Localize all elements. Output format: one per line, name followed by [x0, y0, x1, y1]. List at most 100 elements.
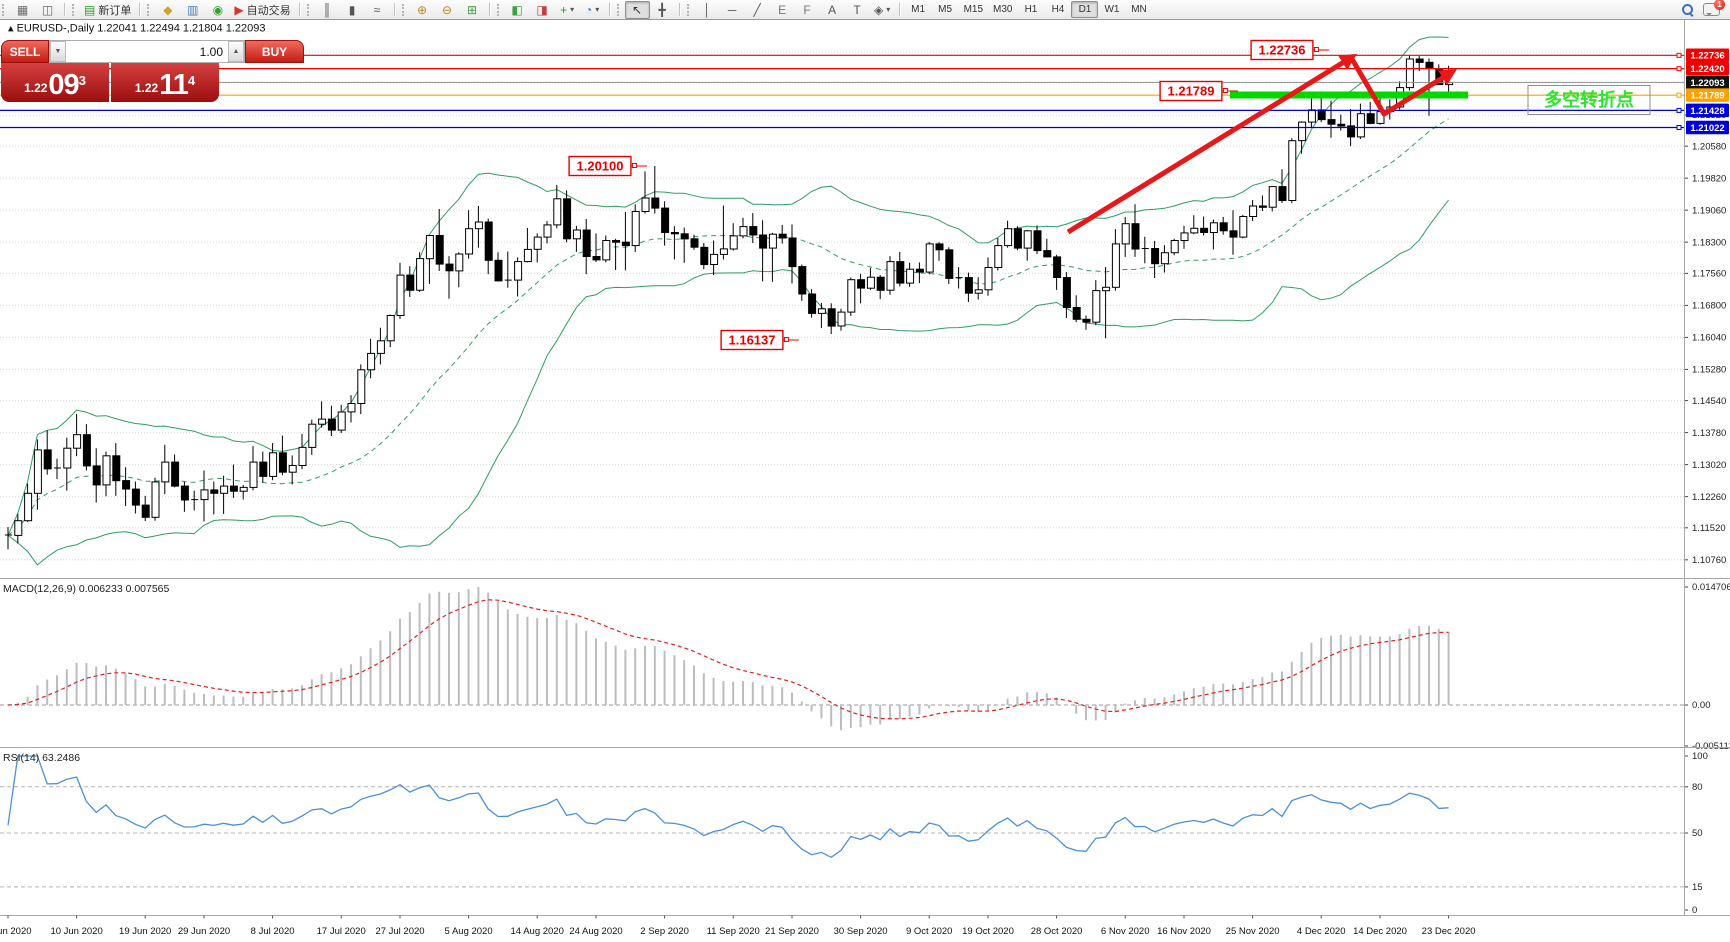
trendline-button[interactable]: ╱ — [745, 1, 770, 19]
new-order-button[interactable]: ▤ 新订单 — [80, 1, 135, 19]
toolbar-separator — [488, 3, 491, 16]
new-chart-icon[interactable]: ▦ — [10, 1, 35, 19]
timeframe-d1[interactable]: D1 — [1071, 1, 1099, 18]
svg-text:27 Jul 2020: 27 Jul 2020 — [375, 926, 424, 937]
vertical-line-glyph: │ — [703, 2, 711, 17]
cursor-button[interactable]: ↖ — [624, 0, 650, 19]
volume-input[interactable] — [66, 41, 228, 62]
horizontal-line-button[interactable]: ─ — [720, 1, 745, 19]
text-glyph: A — [828, 2, 837, 17]
crosshair-button[interactable]: ╋ — [650, 1, 675, 19]
eraser-icon[interactable]: ◆ — [155, 1, 180, 19]
grid-profile-button[interactable]: ◨ — [530, 1, 555, 19]
auto-trading-button[interactable]: ▶ 自动交易 — [230, 1, 294, 19]
toolbar-groups: ▦ ◫ ▤ 新订单 ◆ ▥ ◉ ▶ 自动交易 ║ ▮ ≈ ⊕ ⊖ ⊞ ◧ ◨ + ▾ ◔ ▾ ↖ ╋ │ ─ ╱ E F A T ◈ ▾ M1 M… — [0, 0, 1152, 19]
candlestick-chart-button[interactable]: ▮ — [340, 1, 365, 19]
price-label-annotation-1.16137[interactable]: 1.16137 — [720, 329, 799, 351]
profile-icon[interactable]: ▥ — [180, 1, 205, 19]
svg-text:1.20580: 1.20580 — [1692, 141, 1726, 152]
svg-text:8 Jul 2020: 8 Jul 2020 — [251, 926, 295, 937]
green-band-annotation[interactable] — [1230, 91, 1468, 99]
sell-price-prefix: 1.22 — [24, 80, 48, 95]
text-button[interactable]: A — [820, 1, 845, 19]
text-label-button[interactable]: T — [845, 1, 870, 19]
chat-icon[interactable]: 1 — [1703, 0, 1725, 16]
timeframe-m5[interactable]: M5 — [938, 4, 953, 15]
timeframe-mn[interactable]: MN — [1131, 4, 1147, 15]
toolbar-grip — [616, 3, 623, 16]
chart-zoom-window-icon[interactable]: ◫ — [35, 1, 60, 19]
toolbar-grip — [72, 3, 78, 16]
svg-text:14 Dec 2020: 14 Dec 2020 — [1353, 926, 1407, 937]
add-indicator-button[interactable]: + ▾ — [555, 1, 580, 19]
macd-label: MACD(12,26,9) 0.006233 0.007565 — [3, 583, 170, 595]
svg-text:28 Oct 2020: 28 Oct 2020 — [1031, 926, 1083, 937]
new-order-button-label: 新订单 — [98, 4, 132, 17]
trend-arrow-annotation-2[interactable] — [1349, 57, 1458, 117]
bollinger-upper — [7, 36, 1449, 536]
price-axis: 1.213201.205801.198201.190601.183001.175… — [1684, 110, 1726, 566]
one-click-trade-panel: SELL ▼ ▲ BUY 1.22 09 3 1.22 11 4 — [1, 40, 304, 102]
zoom-in-button[interactable]: ⊕ — [410, 1, 435, 19]
svg-text:1.16800: 1.16800 — [1692, 301, 1726, 312]
volume-increase-button[interactable]: ▲ — [228, 41, 244, 62]
svg-text:1.20100: 1.20100 — [577, 159, 624, 174]
shapes-button[interactable]: ◈ ▾ — [870, 1, 895, 19]
search-icon[interactable] — [1682, 4, 1694, 17]
auto-trading-glyph: ▶ — [234, 2, 244, 17]
svg-text:1.10760: 1.10760 — [1692, 555, 1726, 566]
buy-price-display[interactable]: 1.22 11 4 — [111, 63, 219, 102]
volume-decrease-button[interactable]: ▼ — [50, 41, 66, 62]
bollinger-lower — [7, 199, 1449, 566]
timeframe-m15[interactable]: M15 — [963, 4, 984, 15]
tile-windows-button[interactable]: ⊞ — [460, 1, 485, 19]
price-label-annotation-1.21789[interactable]: 1.21789 — [1159, 80, 1238, 102]
svg-text:1.22736: 1.22736 — [1259, 43, 1306, 58]
zoom-out-glyph: ⊖ — [442, 2, 453, 17]
svg-text:30 Sep 2020: 30 Sep 2020 — [834, 926, 888, 937]
timeframe-h1[interactable]: H1 — [1024, 4, 1038, 15]
toolbar-separator — [898, 3, 901, 16]
equidistant-channel-button[interactable]: E — [770, 1, 795, 19]
turning-point-note[interactable]: 多空转折点 — [1527, 85, 1651, 115]
chevron-down-icon: ▾ — [886, 5, 891, 14]
period-clock-button[interactable]: ◔ ▾ — [580, 1, 605, 19]
buy-button[interactable]: BUY — [245, 40, 304, 63]
line-chart-button[interactable]: ≈ — [365, 1, 390, 19]
svg-text:24 Aug 2020: 24 Aug 2020 — [569, 926, 622, 937]
crosshair-glyph: ╋ — [658, 2, 666, 17]
auto-arrange-button[interactable]: ◧ — [505, 1, 530, 19]
sell-price-display[interactable]: 1.22 09 3 — [1, 63, 109, 102]
svg-text:1.21428: 1.21428 — [1690, 106, 1724, 117]
pane-separators[interactable] — [0, 578, 1730, 916]
signal-icon[interactable]: ◉ — [205, 1, 230, 19]
timeframe-m30[interactable]: M30 — [993, 4, 1013, 15]
svg-text:0.00: 0.00 — [1692, 700, 1711, 711]
timeframe-w1[interactable]: W1 — [1104, 4, 1120, 15]
sell-button[interactable]: SELL — [1, 40, 49, 63]
svg-text:0: 0 — [1692, 905, 1697, 916]
svg-text:29 Jun 2020: 29 Jun 2020 — [178, 926, 230, 937]
candlesticks — [5, 55, 1454, 550]
svg-text:23 Dec 2020: 23 Dec 2020 — [1422, 926, 1476, 937]
svg-text:1.13780: 1.13780 — [1692, 428, 1726, 439]
vertical-line-button[interactable]: │ — [695, 1, 720, 19]
zoom-out-button[interactable]: ⊖ — [435, 1, 460, 19]
grid-profile-glyph: ◨ — [536, 2, 548, 17]
fibonacci-button[interactable]: F — [795, 1, 820, 19]
svg-text:1.22093: 1.22093 — [1690, 78, 1724, 89]
trend-arrow-annotation-1[interactable] — [1066, 53, 1358, 235]
sell-price-big: 09 — [48, 69, 79, 102]
timeframe-h4[interactable]: H4 — [1051, 4, 1065, 15]
timeframe-m1[interactable]: M1 — [911, 4, 926, 15]
toolbar-separator — [139, 3, 142, 16]
chart-zoom-window-icon-glyph: ◫ — [41, 2, 54, 17]
svg-text:1.19060: 1.19060 — [1692, 205, 1726, 216]
svg-text:1.16040: 1.16040 — [1692, 333, 1726, 344]
price-label-annotation-1.20100[interactable]: 1.20100 — [568, 155, 647, 177]
price-label-annotation-1.22736[interactable]: 1.22736 — [1250, 39, 1329, 61]
bar-chart-button[interactable]: ║ — [315, 1, 340, 19]
buy-price-pip: 4 — [187, 73, 196, 88]
trendline-glyph: ╱ — [753, 2, 761, 17]
